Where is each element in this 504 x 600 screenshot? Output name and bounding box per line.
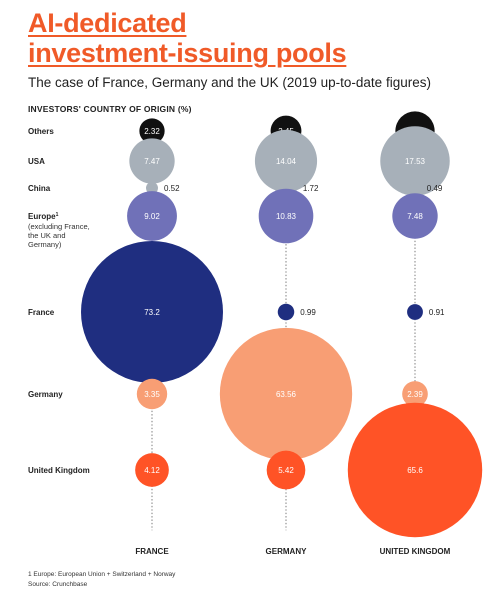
page-subtitle: The case of France, Germany and the UK (… (28, 75, 431, 90)
row-label-europe: Europe1 (28, 212, 59, 221)
bubble-united-kingdom-united-kingdom (347, 402, 483, 538)
row-label-note: Germany) (28, 240, 62, 249)
value-label: 7.47 (144, 157, 160, 166)
bubble-china-france (146, 182, 158, 194)
bubble-united-kingdom-germany (266, 450, 306, 490)
value-label: 0.52 (164, 184, 180, 193)
source-note: Source: Crunchbase (28, 581, 88, 588)
value-label: 63.56 (276, 390, 297, 399)
value-label: 0.49 (427, 184, 443, 193)
title-line-2: investment-issuing pools (28, 38, 347, 68)
value-label: 9.02 (144, 212, 160, 221)
bubble-usa-germany (254, 129, 318, 193)
bubble-france-germany (277, 303, 295, 321)
value-label: 7.48 (407, 212, 423, 221)
bubble-germany-france (136, 378, 168, 410)
bubble-europe-france (127, 191, 177, 241)
page-title: AI-dedicated investment-issuing pools (28, 8, 488, 68)
value-label: 14.04 (276, 157, 297, 166)
row-label-germany: Germany (28, 390, 63, 399)
section-label: INVESTORS' COUNTRY OF ORIGIN (%) (28, 104, 192, 114)
title-line-1: AI-dedicated (28, 8, 187, 38)
bubble-france-united-kingdom (407, 304, 423, 320)
value-label: 65.6 (407, 466, 423, 475)
bubble-germany-united-kingdom (402, 381, 428, 407)
value-label: 17.53 (405, 157, 426, 166)
row-label-others: Others (28, 127, 54, 136)
row-label-usa: USA (28, 157, 45, 166)
bubble-germany-germany (219, 327, 353, 461)
value-label: 3.35 (144, 390, 160, 399)
row-label-note: the UK and (28, 231, 66, 240)
bubble-usa-france (129, 138, 175, 184)
footnote: 1 Europe: European Union + Switzerland +… (28, 571, 176, 578)
row-label-united-kingdom: United Kingdom (28, 466, 90, 475)
value-label: 73.2 (144, 308, 160, 317)
value-label: 2.32 (144, 127, 160, 136)
bubble-europe-united-kingdom (392, 193, 438, 239)
column-label-france: FRANCE (135, 547, 169, 556)
row-label-note: (excluding France, (28, 222, 90, 231)
value-label: 10.83 (276, 212, 297, 221)
bubble-france-france (81, 241, 223, 383)
value-label: 5.42 (278, 466, 294, 475)
bubble-china-united-kingdom (409, 182, 421, 194)
value-label: 4.12 (144, 466, 160, 475)
column-label-germany: GERMANY (266, 547, 308, 556)
row-label-china: China (28, 184, 51, 193)
row-label-france: France (28, 308, 55, 317)
bubble-usa-united-kingdom (380, 126, 450, 196)
bubble-others-france (139, 118, 165, 144)
column-label-united-kingdom: UNITED KINGDOM (380, 547, 451, 556)
value-label: 0.99 (300, 308, 316, 317)
value-label: 0.91 (429, 308, 445, 317)
bubble-europe-germany (258, 188, 314, 244)
value-label: 2.39 (407, 390, 423, 399)
value-label: 1.72 (303, 184, 319, 193)
row-label-superscript: 1 (56, 212, 59, 218)
bubble-united-kingdom-france (135, 453, 169, 487)
